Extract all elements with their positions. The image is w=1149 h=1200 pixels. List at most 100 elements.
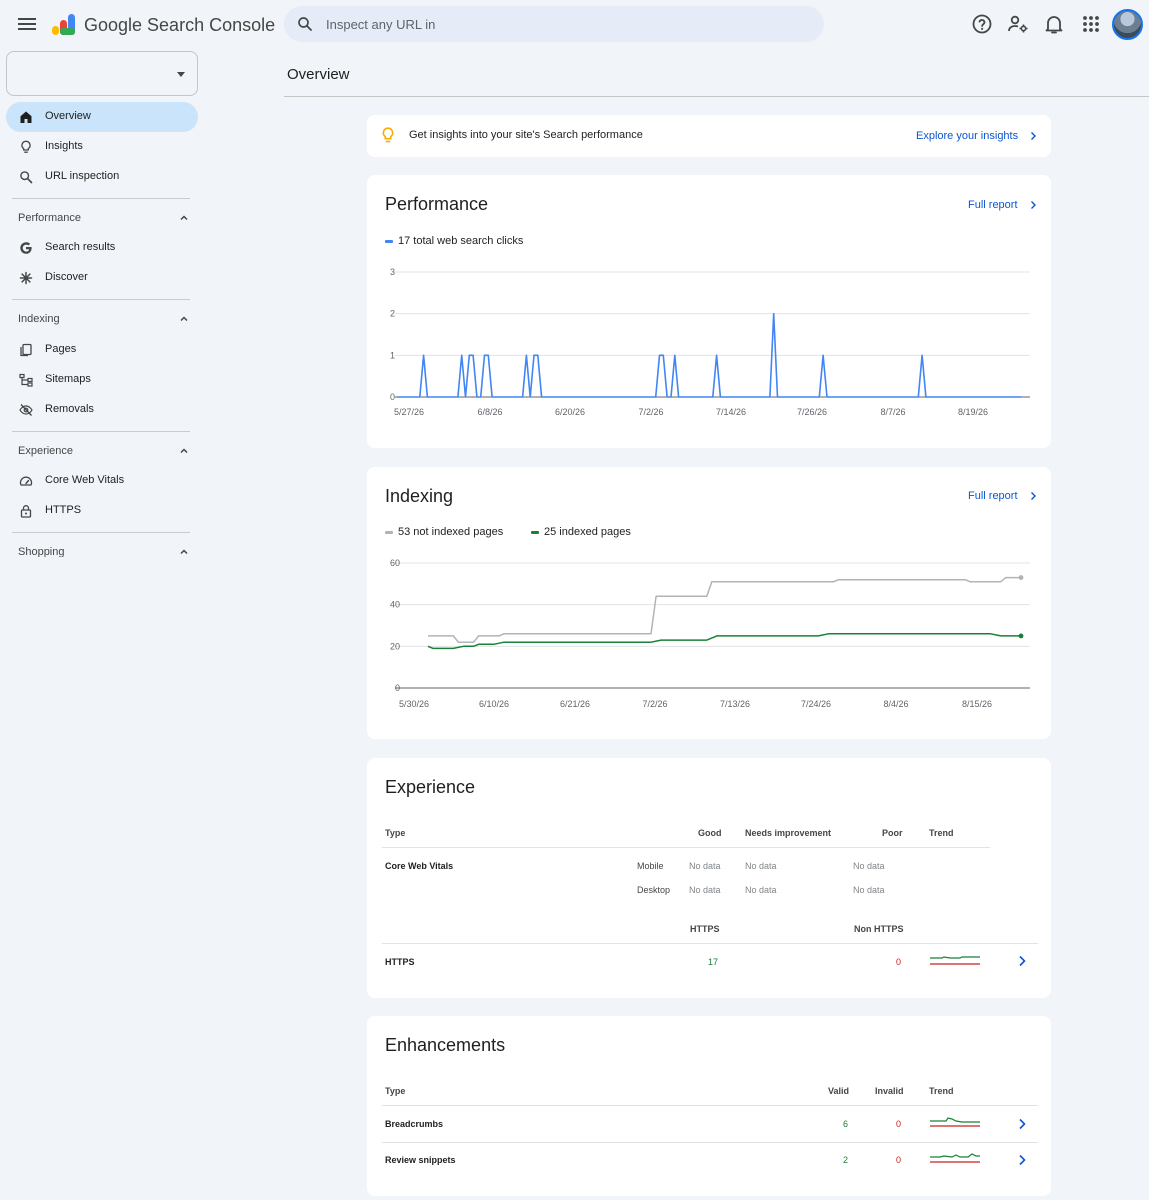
sidebar-item-discover[interactable]: Discover [6, 263, 198, 293]
property-selector[interactable] [6, 51, 198, 96]
chevron-right-icon[interactable] [1028, 200, 1038, 210]
sidebar-item-label: Removals [45, 403, 94, 415]
legend-swatch-indexed [531, 531, 539, 534]
sidebar-item-overview[interactable]: Overview [6, 102, 198, 132]
sidebar-item-search-results[interactable]: Search results [6, 233, 198, 263]
sidebar-section-experience[interactable]: Experience [18, 445, 74, 457]
speedometer-icon [19, 476, 33, 486]
legend-indexed[interactable]: 25 indexed pages [544, 526, 631, 538]
series-end-point [1018, 633, 1024, 639]
sidebar-item-removals[interactable]: Removals [6, 395, 198, 425]
review-snippets-trend-sparkline [930, 1153, 980, 1163]
legend-not-indexed[interactable]: 53 not indexed pages [398, 526, 504, 538]
col-header-type: Type [385, 1086, 406, 1096]
notifications-icon[interactable] [1042, 12, 1066, 36]
sidebar-divider [12, 299, 190, 300]
https-row-label: HTTPS [385, 957, 415, 967]
app-title[interactable]: Google Search Console [84, 15, 276, 35]
performance-card: Performance Full report 17 total web sea… [367, 175, 1051, 448]
https-count: 17 [708, 957, 719, 967]
enhancements-card: Enhancements Type Valid Invalid Trend Br… [367, 1016, 1051, 1196]
sidebar-item-label: Pages [45, 343, 77, 355]
chevron-right-icon[interactable] [1028, 131, 1038, 141]
x-tick-label: 7/24/26 [801, 699, 831, 709]
sidebar-item-insights[interactable]: Insights [6, 132, 198, 162]
chevron-right-icon[interactable] [1016, 1118, 1028, 1130]
x-tick-label: 8/4/26 [883, 699, 908, 709]
performance-full-report-link[interactable]: Full report [968, 199, 1018, 211]
cwv-mobile-poor: No data [853, 861, 885, 871]
sidebar-item-sitemaps[interactable]: Sitemaps [6, 365, 198, 395]
clicks-series-line [397, 312, 1021, 398]
asterisk-icon [19, 271, 33, 285]
lock-icon [20, 505, 32, 518]
lightbulb-icon [382, 127, 394, 143]
chevron-up-icon[interactable] [178, 445, 190, 457]
enhancement-invalid-count: 0 [896, 1155, 902, 1165]
col-header-type: Type [385, 828, 406, 838]
x-tick-label: 7/2/26 [642, 699, 667, 709]
cwv-desktop-needs: No data [745, 885, 777, 895]
row-divider [382, 847, 990, 848]
manage-users-icon[interactable] [1006, 12, 1030, 36]
col-header-poor: Poor [882, 828, 903, 838]
title-divider [284, 96, 1149, 97]
not-indexed-series-line [428, 576, 1021, 643]
insights-banner-text: Get insights into your site's Search per… [409, 129, 643, 141]
sidebar-item-label: Discover [45, 271, 88, 283]
search-console-logo[interactable] [51, 12, 77, 36]
col-header-good: Good [698, 828, 722, 838]
url-inspect-input[interactable] [326, 6, 806, 42]
sidebar-section-indexing[interactable]: Indexing [18, 313, 60, 325]
sidebar-section-shopping[interactable]: Shopping [18, 546, 65, 557]
sidebar-overflow-clip: Shopping [0, 540, 200, 557]
sidebar-item-core-web-vitals[interactable]: Core Web Vitals [6, 466, 198, 496]
y-tick-label: 2 [390, 309, 395, 319]
chevron-up-icon[interactable] [178, 313, 190, 325]
legend-swatch-not-indexed [385, 531, 393, 534]
sidebar-item-url-inspection[interactable]: URL inspection [6, 162, 198, 192]
apps-icon[interactable] [1079, 12, 1103, 36]
enhancement-valid-count: 6 [843, 1119, 849, 1129]
explore-insights-link[interactable]: Explore your insights [916, 130, 1019, 142]
row-divider [382, 1105, 1038, 1106]
indexing-full-report-link[interactable]: Full report [968, 490, 1018, 502]
row-divider [382, 1142, 1038, 1143]
sidebar-section-performance[interactable]: Performance [18, 212, 81, 224]
account-avatar[interactable] [1112, 9, 1143, 40]
experience-title: Experience [385, 777, 476, 797]
chevron-up-icon[interactable] [178, 546, 190, 557]
x-tick-label: 7/13/26 [720, 699, 750, 709]
col-header-https: HTTPS [690, 924, 720, 934]
chevron-right-icon[interactable] [1016, 1154, 1028, 1166]
https-row[interactable]: HTTPS 17 0 [382, 944, 1038, 978]
search-icon [20, 171, 33, 184]
enhancement-row-breadcrumbs[interactable]: Breadcrumbs 6 0 [382, 1106, 1038, 1142]
col-header-trend: Trend [929, 1086, 954, 1096]
chevron-right-icon[interactable] [1028, 491, 1038, 501]
legend-clicks[interactable]: 17 total web search clicks [398, 235, 524, 247]
help-icon[interactable] [970, 12, 994, 36]
x-tick-label: 5/30/26 [399, 699, 429, 709]
series-end-point [1018, 575, 1024, 580]
url-inspect-search-bar[interactable] [284, 6, 824, 42]
sidebar-item-https[interactable]: HTTPS [6, 496, 198, 526]
cwv-mobile-good: No data [689, 861, 721, 871]
indexing-card: Indexing Full report 53 not indexed page… [367, 467, 1051, 739]
cwv-label[interactable]: Core Web Vitals [385, 861, 454, 871]
sidebar-divider [12, 431, 190, 432]
enhancement-row-review-snippets[interactable]: Review snippets 2 0 [382, 1143, 1038, 1177]
y-tick-label: 20 [390, 641, 400, 651]
search-icon[interactable] [296, 15, 314, 33]
enhancement-valid-count: 2 [843, 1155, 849, 1165]
sidebar-item-pages[interactable]: Pages [6, 335, 198, 365]
menu-icon[interactable] [15, 12, 39, 36]
cwv-desktop-poor: No data [853, 885, 885, 895]
col-header-valid: Valid [828, 1086, 850, 1096]
cwv-mobile-needs: No data [745, 861, 777, 871]
indexed-series-line [427, 633, 1021, 650]
chevron-right-icon[interactable] [1016, 955, 1028, 967]
chevron-up-icon[interactable] [178, 212, 190, 224]
x-tick-label: 7/2/26 [638, 407, 663, 417]
https-trend-sparkline [930, 956, 980, 965]
